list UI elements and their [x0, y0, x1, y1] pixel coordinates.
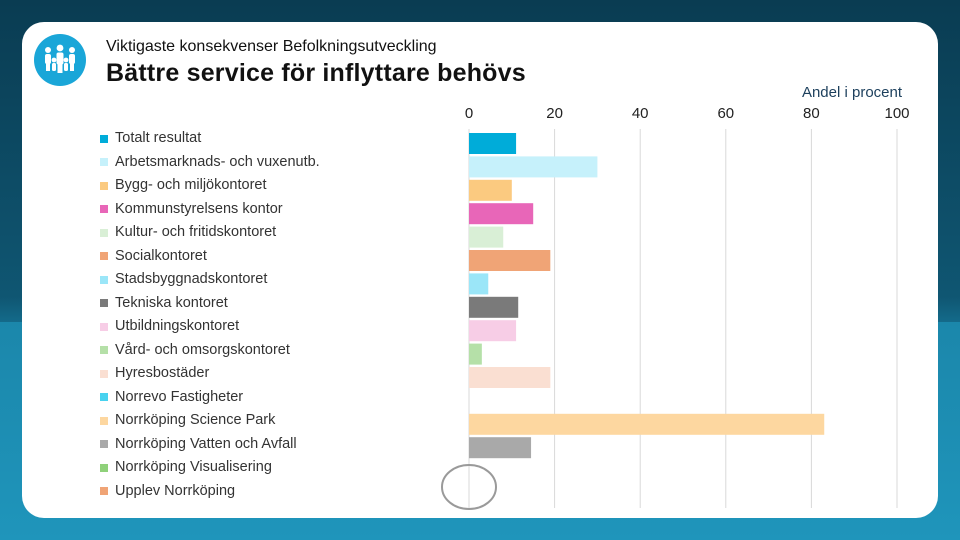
- legend-label: Norrköping Vatten och Avfall: [115, 435, 297, 452]
- tick-labels: 0 20 40 60 80 100: [465, 105, 910, 122]
- chart-title: Bättre service för inflyttare behövs: [106, 59, 526, 87]
- legend-swatch: [100, 181, 108, 190]
- bar: [469, 156, 598, 178]
- legend-swatch: [100, 158, 108, 167]
- legend-item: Hyresbostäder: [100, 362, 320, 386]
- legend-label: Arbetsmarknads- och vuxenutb.: [115, 153, 320, 170]
- legend-item: Bygg- och miljökontoret: [100, 174, 320, 198]
- bar: [469, 320, 517, 342]
- legend-label: Socialkontoret: [115, 247, 207, 264]
- legend-swatch: [100, 275, 108, 284]
- axis-unit-label: Andel i procent: [801, 84, 903, 101]
- people-logo-icon: [34, 34, 86, 86]
- bar-group: [469, 133, 825, 459]
- legend-item: Utbildningskontoret: [100, 315, 320, 339]
- bar: [469, 273, 489, 295]
- grid-lines: [468, 129, 898, 508]
- legend-label: Vård- och omsorgskontoret: [115, 341, 290, 358]
- chart-subtitle: Viktigaste konsekvenser Befolkningsutvec…: [106, 38, 437, 55]
- legend-label: Stadsbyggnadskontoret: [115, 271, 268, 287]
- legend-item: Stadsbyggnadskontoret: [100, 268, 320, 292]
- legend-item: Norrköping Vatten och Avfall: [100, 433, 320, 457]
- x-tick-label: 100: [884, 105, 909, 122]
- x-tick-label: 0: [465, 105, 473, 122]
- legend-label: Utbildningskontoret: [115, 318, 240, 334]
- legend-label: Norrköping Science Park: [115, 412, 276, 428]
- bar: [469, 437, 532, 459]
- legend-label: Kultur- och fritidskontoret: [115, 224, 277, 240]
- legend-item: Socialkontoret: [100, 245, 320, 269]
- legend-item: Tekniska kontoret: [100, 292, 320, 316]
- legend-item: Upplev Norrköping: [100, 480, 320, 504]
- bar: [469, 343, 482, 365]
- legend-item: Kommunstyrelsens kontor: [100, 198, 320, 222]
- legend-swatch: [100, 487, 108, 496]
- legend-item: Norrevo Fastigheter: [100, 386, 320, 410]
- legend-swatch: [100, 299, 108, 308]
- legend-swatch: [100, 322, 108, 331]
- legend-swatch: [100, 393, 108, 402]
- legend-swatch: [100, 228, 108, 237]
- bar: [469, 203, 534, 225]
- legend-label: Hyresbostäder: [115, 365, 210, 381]
- legend-item: Norrköping Science Park: [100, 409, 320, 433]
- legend-swatch: [100, 205, 108, 214]
- legend-swatch: [100, 416, 108, 425]
- bar: [469, 296, 519, 318]
- legend-item: Norrköping Visualisering: [100, 456, 320, 480]
- chart-legend: Totalt resultat Arbetsmarknads- och vuxen…: [100, 127, 320, 503]
- bar: [469, 179, 512, 201]
- bar: [469, 133, 517, 154]
- legend-label: Norrevo Fastigheter: [115, 388, 244, 405]
- x-tick-label: 60: [717, 105, 734, 122]
- legend-swatch: [100, 463, 108, 472]
- highlight-circle: [441, 464, 497, 510]
- legend-item: Arbetsmarknads- och vuxenutb.: [100, 151, 320, 175]
- legend-swatch: [100, 369, 108, 378]
- bar: [469, 413, 825, 435]
- legend-label: Norrköping Visualisering: [115, 459, 272, 475]
- legend-label: Upplev Norrköping: [115, 482, 236, 499]
- x-tick-label: 20: [546, 105, 563, 122]
- legend-label: Totalt resultat: [115, 130, 202, 146]
- legend-swatch: [100, 252, 108, 261]
- legend-item: Kultur- och fritidskontoret: [100, 221, 320, 245]
- bar: [469, 250, 551, 271]
- x-tick-label: 40: [632, 105, 649, 122]
- bar: [469, 367, 551, 388]
- bar-chart: 0 20 40 60 80 100: [441, 105, 910, 510]
- legend-label: Tekniska kontoret: [115, 294, 228, 311]
- legend-item: Vård- och omsorgskontoret: [100, 339, 320, 363]
- legend-swatch: [100, 134, 108, 143]
- slide-card: Viktigaste konsekvenser Befolkningsutvec…: [22, 22, 938, 518]
- legend-swatch: [100, 440, 108, 449]
- bar: [469, 226, 504, 248]
- legend-label: Kommunstyrelsens kontor: [115, 200, 283, 217]
- legend-label: Bygg- och miljökontoret: [115, 177, 267, 193]
- legend-swatch: [100, 346, 108, 355]
- x-tick-label: 80: [803, 105, 820, 122]
- legend-item: Totalt resultat: [100, 127, 320, 151]
